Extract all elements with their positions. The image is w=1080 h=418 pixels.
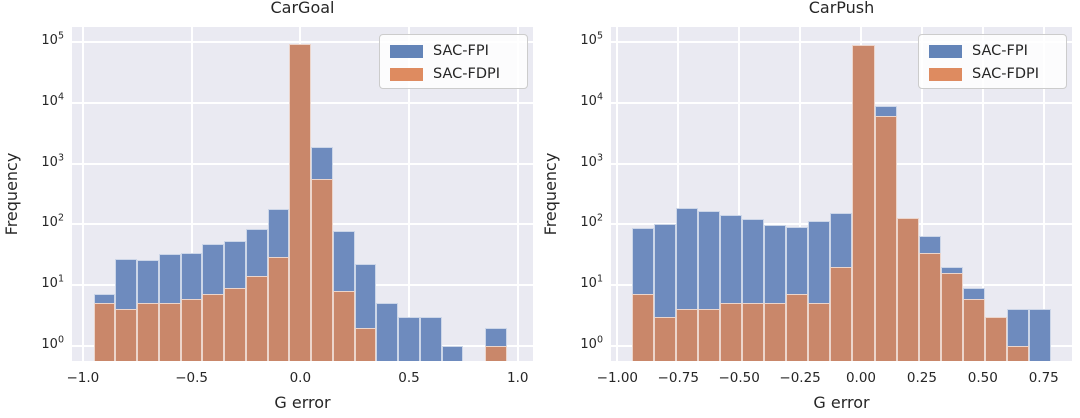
bar-sac-fdpi xyxy=(764,303,787,361)
x-tick-label: −1.0 xyxy=(66,370,100,386)
chart-title: CarGoal xyxy=(270,0,335,17)
x-tick-label: 0.0 xyxy=(289,370,312,386)
x-tick-label: 0.50 xyxy=(967,370,998,386)
legend-swatch-sac-fpi xyxy=(929,45,962,58)
bar-sac-fpi xyxy=(1028,309,1051,361)
legend-label: SAC-FDPI xyxy=(972,66,1040,82)
bar-sac-fdpi xyxy=(485,345,507,361)
bar-sac-fpi xyxy=(376,303,399,361)
chart-title: CarPush xyxy=(808,0,875,17)
y-tick-label: 100 xyxy=(41,334,64,352)
bar-sac-fpi xyxy=(398,316,420,361)
legend-label: SAC-FDPI xyxy=(433,66,501,82)
bar-sac-fdpi xyxy=(676,309,699,361)
y-tick-label: 102 xyxy=(41,213,64,231)
bar-sac-fpi xyxy=(441,345,464,361)
legend-label: SAC-FPI xyxy=(972,43,1028,59)
bar-sac-fdpi xyxy=(654,316,677,361)
chart-cargoal: CarGoal Frequency G error SAC-FPI SAC-FDP… xyxy=(2,0,533,412)
x-tick-label: −0.25 xyxy=(779,370,821,386)
bar-sac-fdpi xyxy=(311,179,333,361)
bar-sac-fdpi xyxy=(137,303,159,361)
x-axis-label: G error xyxy=(813,393,870,412)
y-tick-label: 101 xyxy=(580,273,603,292)
x-tick-label: 1.0 xyxy=(507,370,529,386)
bar-sac-fdpi xyxy=(354,327,377,361)
x-tick-label: −0.75 xyxy=(657,370,699,386)
x-tick-label: 0.25 xyxy=(906,370,937,386)
legend: SAC-FPI SAC-FDPI xyxy=(379,34,528,89)
y-tick-label: 100 xyxy=(580,334,603,352)
x-tick-label: −1.00 xyxy=(596,370,639,386)
x-tick-label: −0.50 xyxy=(718,370,760,386)
y-tick-label: 101 xyxy=(41,273,64,292)
bar-sac-fdpi xyxy=(224,287,246,361)
x-tick-label: −0.5 xyxy=(175,370,208,386)
x-tick-label: 0.5 xyxy=(398,370,420,386)
gridline-y xyxy=(72,41,533,44)
bar-sac-fdpi xyxy=(115,309,138,361)
legend-swatch-sac-fpi xyxy=(390,45,423,58)
bar-sac-fdpi xyxy=(93,303,116,361)
bar-sac-fdpi xyxy=(874,115,897,361)
plot-area xyxy=(611,27,1072,361)
gridline-x xyxy=(981,27,984,361)
bar-sac-fdpi xyxy=(698,309,721,361)
gridline-y xyxy=(611,41,1072,44)
legend-swatch-sac-fdpi xyxy=(929,68,962,81)
bar-sac-fdpi xyxy=(202,294,225,361)
y-tick-label: 103 xyxy=(41,152,64,170)
gridline-x xyxy=(516,27,519,361)
legend-swatch-sac-fdpi xyxy=(390,68,423,81)
bar-sac-fdpi xyxy=(631,294,654,361)
bar-sac-fdpi xyxy=(786,294,809,361)
legend: SAC-FPI SAC-FDPI xyxy=(918,34,1067,89)
bar-sac-fdpi xyxy=(830,266,853,361)
bar-sac-fdpi xyxy=(332,290,355,361)
bar-sac-fdpi xyxy=(267,257,290,361)
bar-sac-fdpi xyxy=(158,303,181,361)
bar-sac-fdpi xyxy=(918,252,941,361)
gridline-x xyxy=(920,27,923,361)
bar-sac-fdpi xyxy=(720,303,743,361)
y-tick-label: 102 xyxy=(580,213,603,231)
x-axis-label: G error xyxy=(274,393,331,412)
bar-sac-fdpi xyxy=(896,218,919,361)
bar-sac-fpi xyxy=(419,316,442,361)
bar-sac-fdpi xyxy=(962,298,985,361)
y-tick-label: 103 xyxy=(580,152,603,170)
gridline-y xyxy=(611,162,1072,165)
gridline-x xyxy=(190,27,193,361)
gridline-x xyxy=(81,27,84,361)
bar-sac-fdpi xyxy=(180,298,203,361)
gridline-x xyxy=(408,27,411,361)
gridline-x xyxy=(1042,27,1045,361)
y-tick-label: 105 xyxy=(580,30,603,49)
y-tick-label: 105 xyxy=(41,30,64,49)
bar-sac-fdpi xyxy=(245,276,268,361)
gridline-x xyxy=(616,27,619,361)
bar-sac-fdpi xyxy=(742,303,765,361)
gridline-x xyxy=(677,27,680,361)
chart-carpush: CarPush Frequency G error SAC-FPI SAC-FDP… xyxy=(539,0,1080,418)
legend-label: SAC-FPI xyxy=(433,43,489,59)
y-tick-label: 104 xyxy=(580,91,603,109)
x-tick-label: 0.75 xyxy=(1028,370,1059,386)
gridline-y xyxy=(611,101,1072,104)
y-axis-label: Frequency xyxy=(2,152,21,236)
bar-sac-fdpi xyxy=(808,303,831,361)
bar-sac-fdpi xyxy=(1006,345,1029,361)
x-tick-label: 0.00 xyxy=(845,370,877,386)
bar-sac-fdpi xyxy=(852,44,875,361)
gridline-x xyxy=(738,27,741,361)
y-axis-label: Frequency xyxy=(541,152,560,236)
bar-sac-fdpi xyxy=(940,272,963,361)
bar-sac-fdpi xyxy=(984,316,1007,361)
gridline-x xyxy=(799,27,802,361)
bar-sac-fdpi xyxy=(289,43,312,361)
y-tick-label: 104 xyxy=(41,91,64,109)
